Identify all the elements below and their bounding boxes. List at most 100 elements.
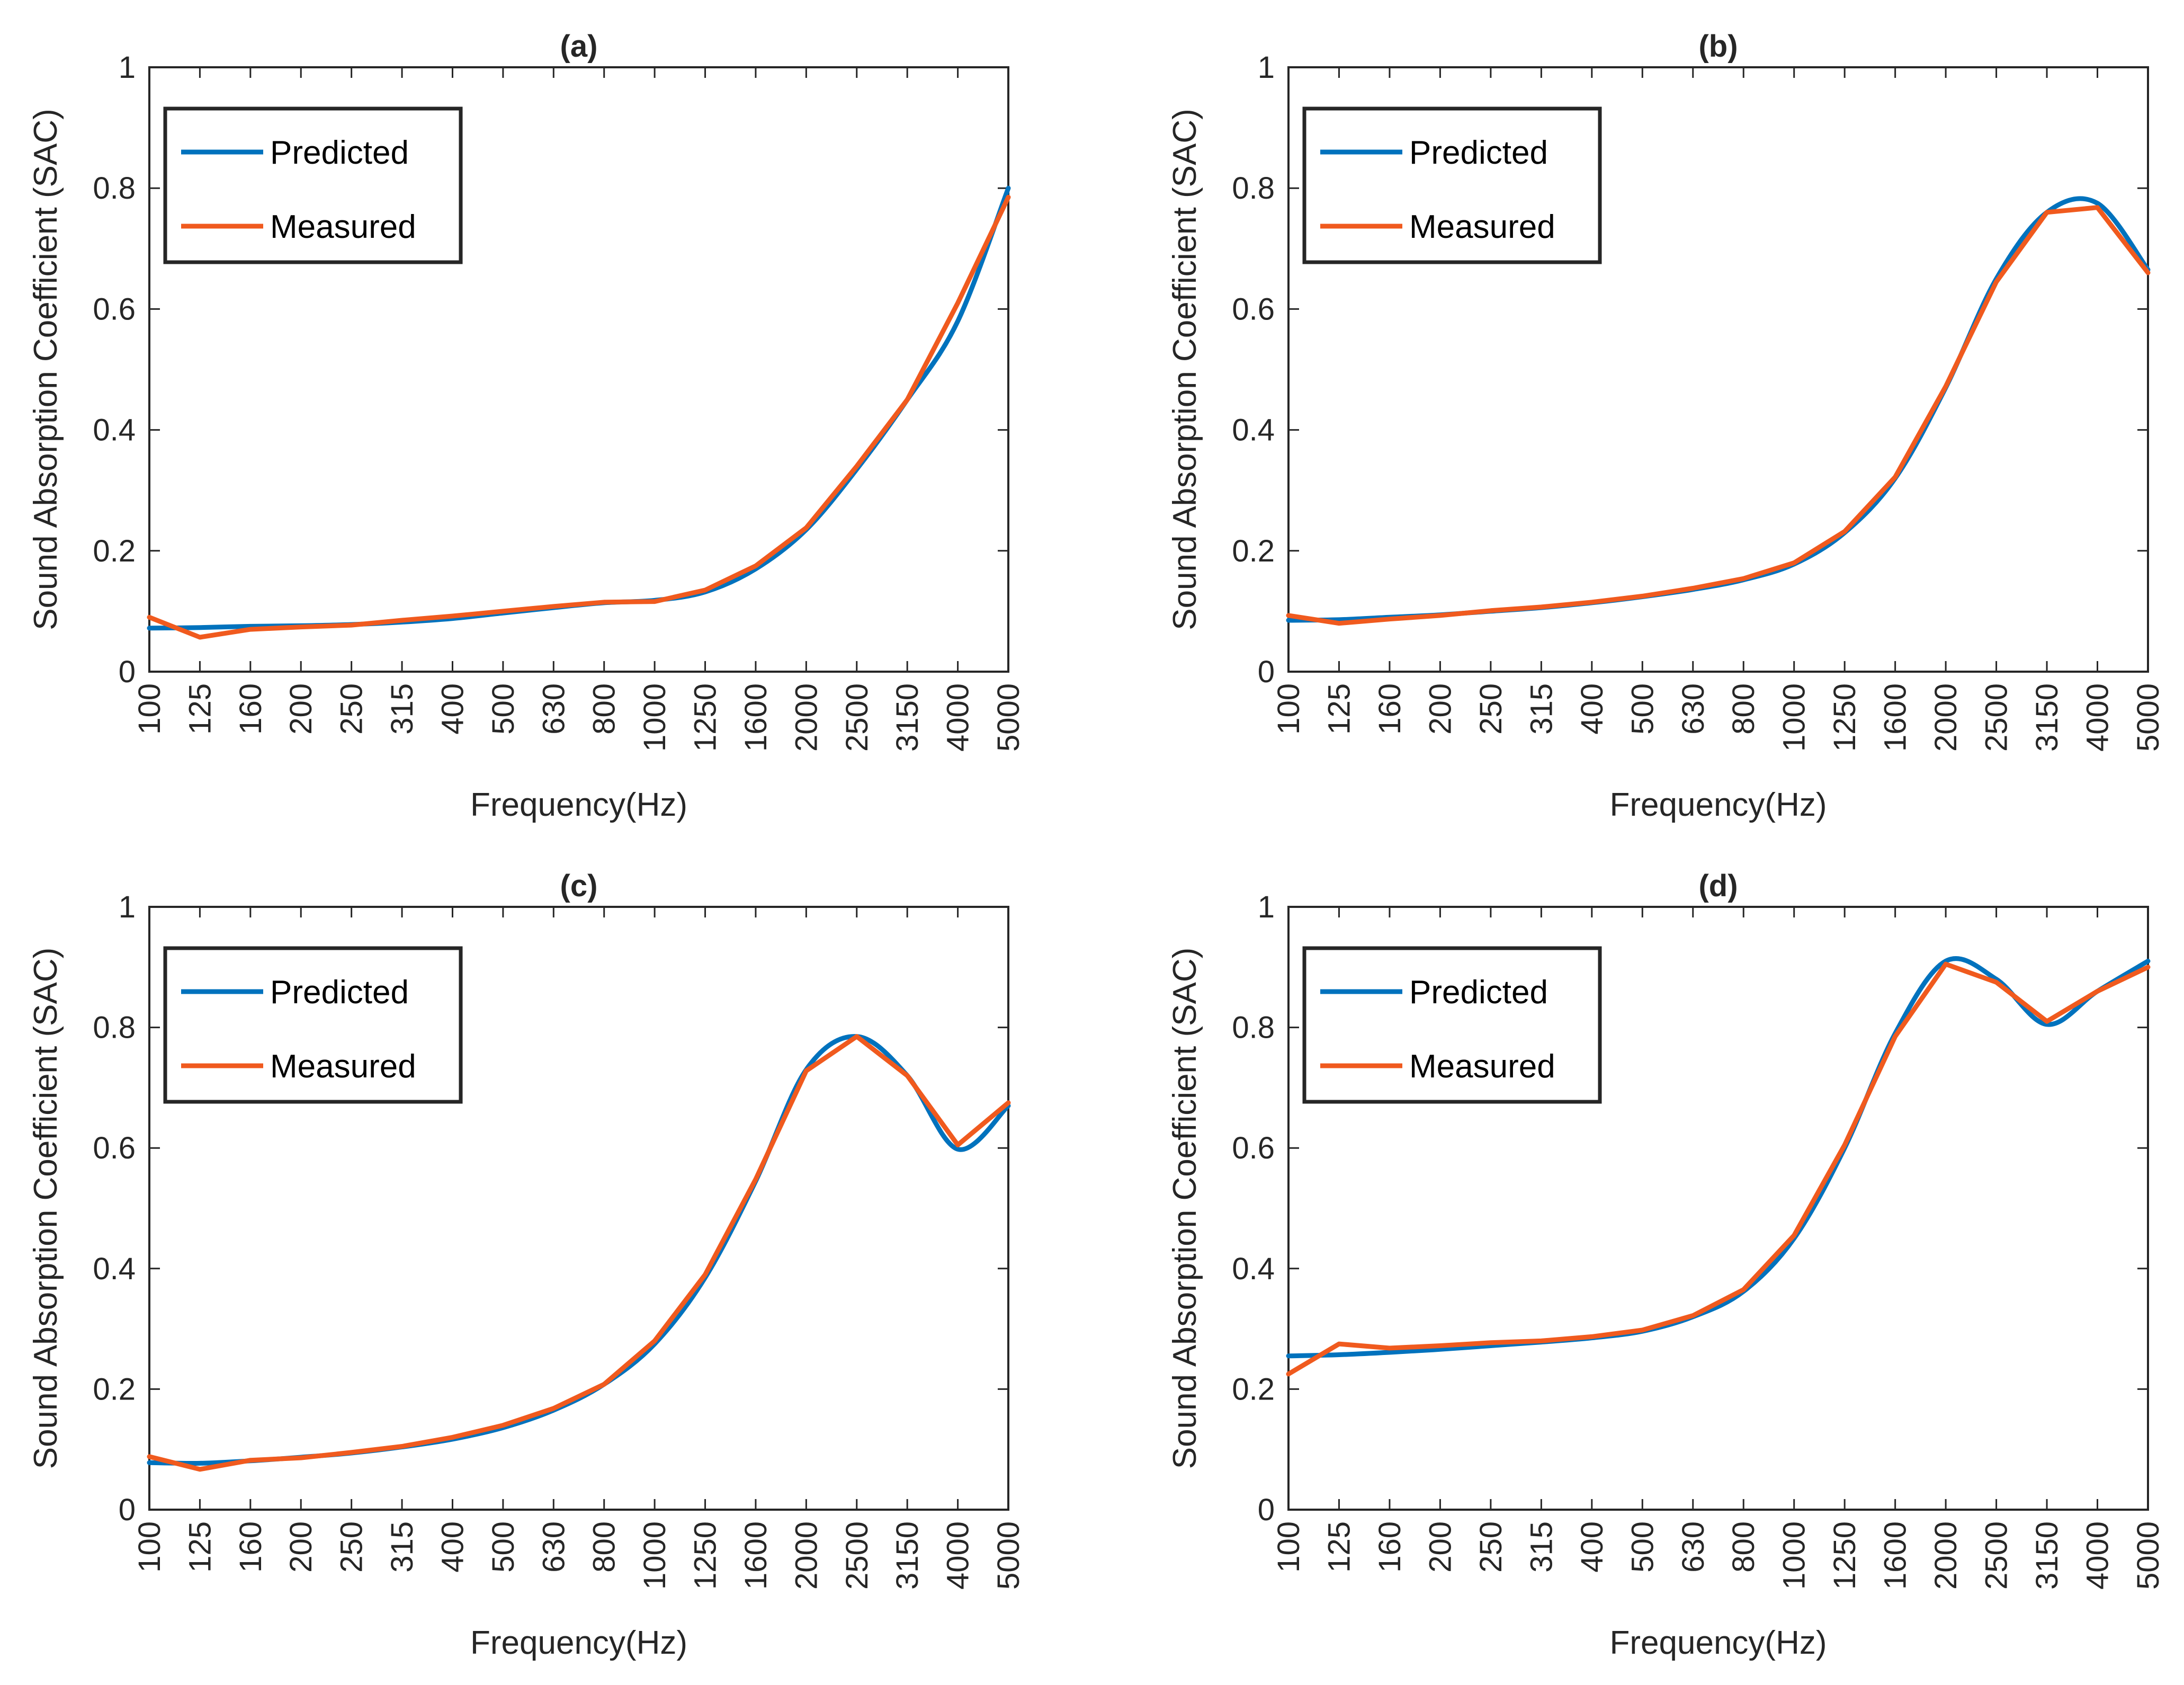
y-tick-label: 1 [1258,890,1275,924]
y-tick-label: 0.4 [1232,413,1275,448]
x-tick-label: 200 [284,1521,318,1573]
x-tick-label: 500 [1625,1521,1660,1573]
legend-label-predicted: Predicted [270,974,409,1011]
x-tick-label: 250 [335,1521,369,1573]
y-tick-label: 0.2 [93,534,136,568]
x-tick-label: 1250 [688,683,723,752]
legend-label-measured: Measured [270,209,416,245]
x-tick-label: 3150 [890,683,925,752]
x-tick-label: 630 [1676,1521,1711,1573]
legend-box [163,106,463,264]
x-tick-label: 200 [1423,1521,1457,1573]
x-tick-label: 630 [1676,683,1711,735]
y-tick-label: 0.8 [93,1011,136,1045]
x-tick-label: 400 [435,683,470,735]
x-tick-label: 1600 [1878,1521,1913,1590]
y-tick-label: 1 [119,890,136,924]
legend-label-predicted: Predicted [270,135,409,171]
series-line-measured [147,1034,1011,1472]
x-tick-label: 160 [234,683,268,735]
x-tick-label: 800 [1726,1521,1761,1573]
x-axis-label: Frequency(Hz) [470,787,687,823]
x-tick-label: 5000 [2131,683,2165,752]
x-tick-label: 4000 [2081,1521,2115,1590]
x-tick-label: 3150 [2030,683,2064,752]
x-tick-label: 160 [234,1521,268,1573]
legend-label-measured: Measured [1409,1048,1555,1085]
x-tick-label: 315 [385,683,419,735]
plot-area-frame [1287,66,2149,673]
x-tick-label: 160 [1373,1521,1407,1573]
x-tick-label: 2500 [840,683,874,752]
x-tick-label: 3150 [890,1521,925,1590]
x-tick-label: 100 [1272,1521,1306,1573]
legend-box [1302,946,1602,1104]
x-tick-label: 500 [486,1521,521,1573]
y-tick-label: 0 [1258,1493,1275,1527]
x-tick-label: 315 [1524,683,1559,735]
y-tick-label: 0.2 [1232,534,1275,568]
y-tick-label: 0.6 [93,292,136,326]
x-tick-label: 1000 [638,683,672,752]
x-tick-label: 400 [1575,1521,1609,1573]
y-tick-label: 0 [119,655,136,689]
x-tick-label: 1000 [1777,683,1812,752]
x-tick-label: 2000 [1929,683,1963,752]
x-tick-label: 630 [536,1521,571,1573]
y-tick-label: 1 [119,50,136,85]
legend-label-predicted: Predicted [1409,135,1548,171]
x-tick-label: 250 [1474,1521,1508,1573]
y-tick-label: 0 [119,1493,136,1527]
x-tick-label: 630 [536,683,571,735]
plot-area-frame [148,66,1009,673]
x-tick-label: 1250 [1828,1521,1862,1590]
x-tick-label: 100 [132,683,167,735]
x-tick-label: 400 [435,1521,470,1573]
x-tick-label: 315 [1524,1521,1559,1573]
x-tick-label: 1000 [638,1521,672,1590]
chart-title: (c) [560,869,598,903]
y-tick-label: 1 [1258,50,1275,85]
legend: Predicted Measured [163,106,463,264]
x-tick-label: 5000 [991,1521,1026,1590]
x-tick-label: 200 [1423,683,1457,735]
x-tick-label: 2000 [1929,1521,1963,1590]
x-axis-label: Frequency(Hz) [470,1625,687,1661]
x-tick-label: 315 [385,1521,419,1573]
y-tick-label: 0.6 [1232,1131,1275,1165]
x-tick-label: 1000 [1777,1521,1812,1590]
chart-title: (b) [1698,29,1738,64]
y-tick-label: 0.2 [93,1372,136,1406]
x-axis-label: Frequency(Hz) [1610,1625,1827,1661]
legend: Predicted Measured [163,946,463,1104]
x-tick-label: 4000 [2081,683,2115,752]
y-tick-label: 0.4 [93,1252,136,1286]
x-tick-label: 250 [1474,683,1508,735]
x-tick-label: 1250 [688,1521,723,1590]
legend: Predicted Measured [1302,106,1602,264]
chart-panel-c: (c) 0 0.2 0.4 0.6 0.8 1 100 125 160 200 250 315 400 50… [28,869,1026,1661]
x-tick-label: 2500 [1980,1521,2014,1590]
x-tick-label: 1600 [739,1521,773,1590]
x-tick-label: 5000 [991,683,1026,752]
x-tick-label: 200 [284,683,318,735]
legend-box [1302,106,1602,264]
x-tick-label: 5000 [2131,1521,2165,1590]
chart-panel-b: (b) 0 0.2 0.4 0.6 0.8 1 100 125 160 200 250 315 400 50… [1167,29,2165,823]
x-tick-label: 125 [183,1521,217,1573]
x-tick-label: 125 [1322,1521,1356,1573]
x-tick-label: 1250 [1828,683,1862,752]
x-tick-label: 1600 [739,683,773,752]
y-tick-label: 0.2 [1232,1372,1275,1406]
series-line-measured [147,194,1011,640]
chart-panel-d: (d) 0 0.2 0.4 0.6 0.8 1 100 125 160 200 250 315 400 50… [1167,869,2165,1661]
series-line-measured [1286,961,2151,1377]
chart-panel-a: (a) 0 0.2 0.4 0.6 0.8 1 100 125 160 200 250 315 400 50… [28,29,1026,823]
y-axis-label: Sound Absorption Coefficient (SAC) [1167,109,1203,630]
y-axis-label: Sound Absorption Coefficient (SAC) [28,109,64,630]
x-tick-label: 4000 [941,683,975,752]
x-axis-label: Frequency(Hz) [1610,787,1827,823]
y-tick-label: 0.8 [1232,1011,1275,1045]
x-tick-label: 250 [335,683,369,735]
